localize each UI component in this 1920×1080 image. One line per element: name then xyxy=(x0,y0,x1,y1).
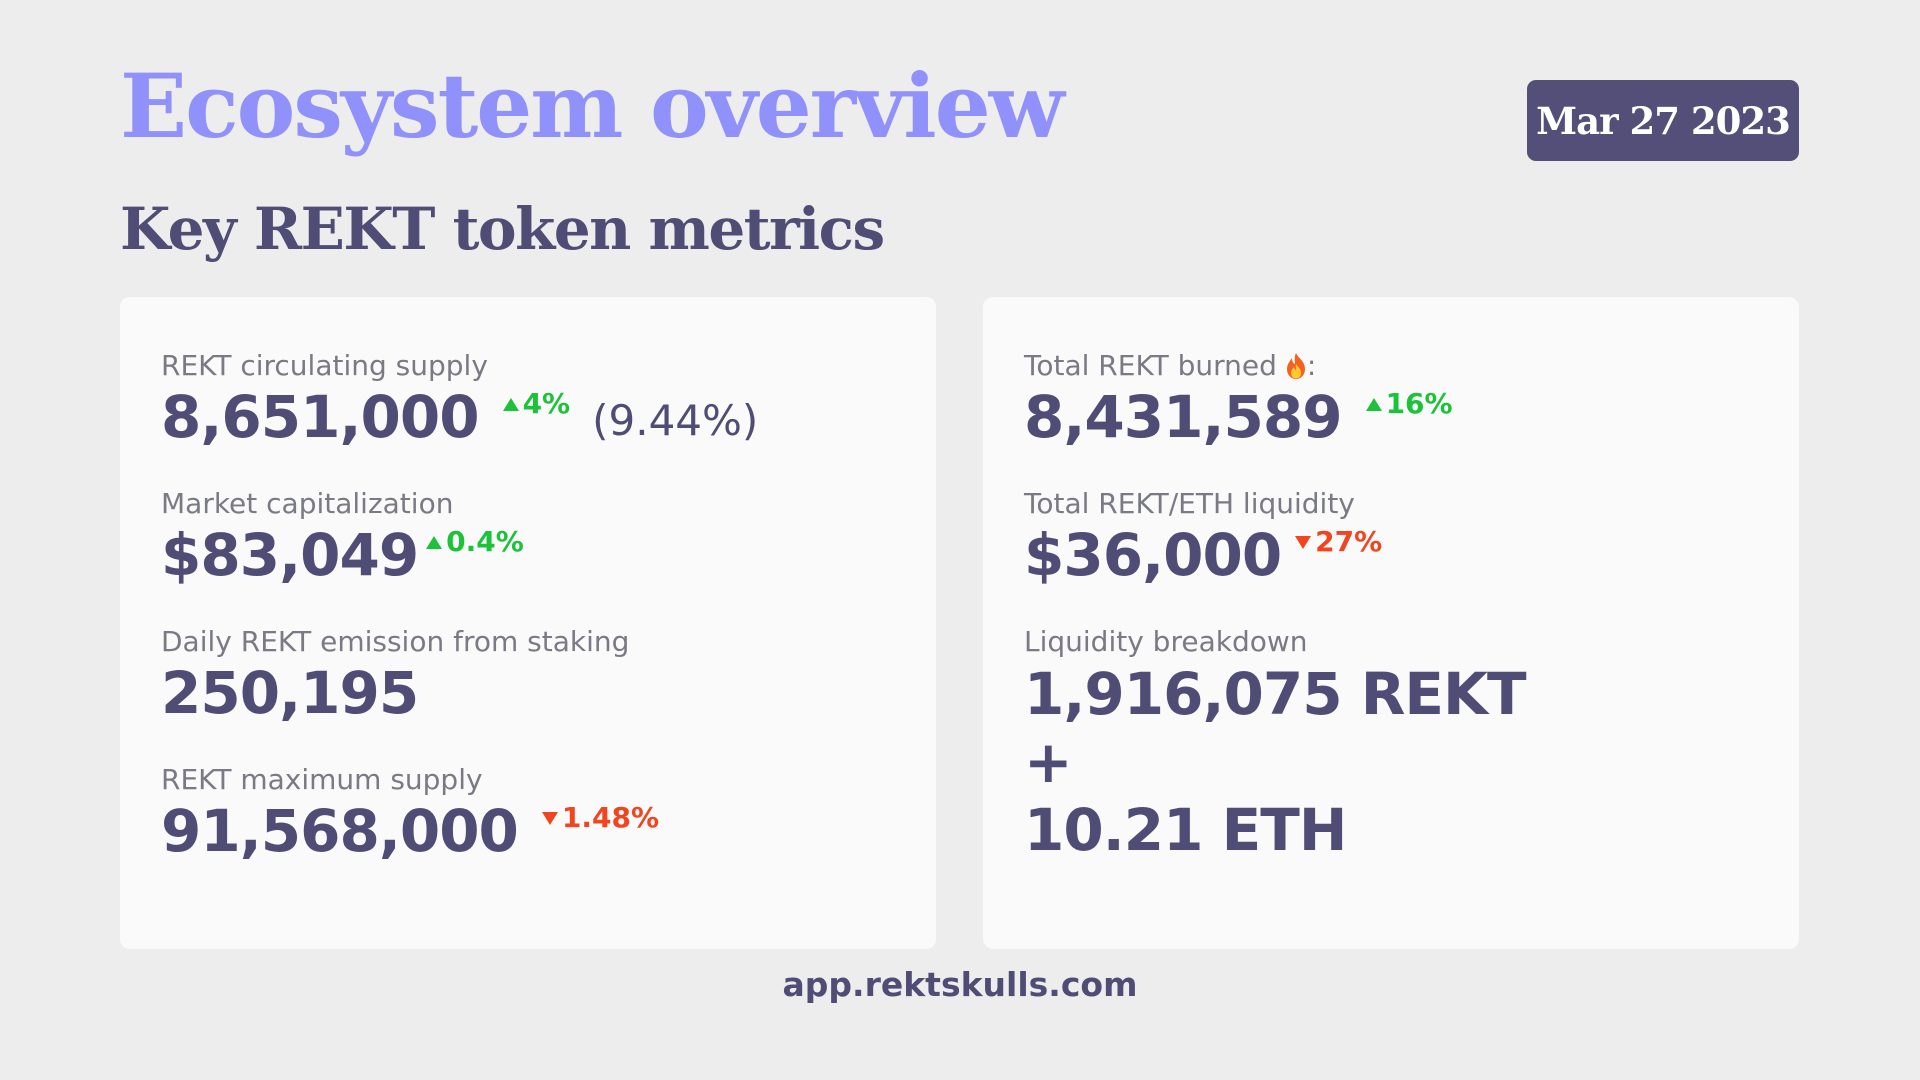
arrow-up-icon xyxy=(426,535,443,549)
metric-value: 8,431,589 xyxy=(1024,383,1343,451)
fire-icon xyxy=(1285,352,1307,380)
metric-value: 8,651,000 xyxy=(161,383,480,451)
supply-percentage: (9.44%) xyxy=(592,396,759,445)
metrics-card-right: Total REKT burned : 8,431,589 16% Total … xyxy=(983,297,1799,949)
metric-label: Market capitalization xyxy=(161,487,454,520)
change-value: 16% xyxy=(1385,387,1453,420)
change-indicator-down: 1.48% xyxy=(541,801,660,834)
page-title: Ecosystem overview xyxy=(120,54,1064,158)
metric-label: Total REKT burned : xyxy=(1024,352,1453,380)
breakdown-plus: + xyxy=(1024,728,1073,796)
metric-daily-emission: Daily REKT emission from staking 250,195 xyxy=(161,625,630,727)
metric-label-text: Total REKT burned xyxy=(1024,349,1277,382)
metric-value: 91,568,000 xyxy=(161,797,519,865)
footer-url: app.rektskulls.com xyxy=(782,965,1138,1004)
metric-value: $83,049 xyxy=(161,521,419,589)
metric-label: Liquidity breakdown xyxy=(1024,625,1308,658)
arrow-down-icon xyxy=(1295,535,1312,549)
arrow-up-icon xyxy=(502,397,519,411)
breakdown-eth: 10.21 ETH xyxy=(1024,796,1347,864)
change-indicator-up: 0.4% xyxy=(426,528,524,556)
change-indicator-up: 16% xyxy=(1365,387,1453,420)
metric-circulating-supply: REKT circulating supply 8,651,000 4% (9.… xyxy=(161,349,759,451)
change-value: 0.4% xyxy=(446,525,524,558)
metric-max-supply: REKT maximum supply 91,568,000 1.48% xyxy=(161,763,660,865)
change-value: 1.48% xyxy=(561,801,660,834)
metric-value: 250,195 xyxy=(161,659,419,727)
metric-value: $36,000 xyxy=(1024,521,1282,589)
section-title: Key REKT token metrics xyxy=(120,195,885,263)
arrow-up-icon xyxy=(1365,397,1382,411)
metrics-card-left: REKT circulating supply 8,651,000 4% (9.… xyxy=(120,297,936,949)
metric-label: Total REKT/ETH liquidity xyxy=(1024,487,1355,520)
metric-market-cap: Market capitalization $83,049 0.4% xyxy=(161,487,524,589)
metric-label: REKT maximum supply xyxy=(161,763,483,796)
arrow-down-icon xyxy=(541,811,558,825)
change-indicator-up: 4% xyxy=(502,387,571,420)
change-value: 4% xyxy=(522,387,571,420)
metric-liquidity: Total REKT/ETH liquidity $36,000 27% xyxy=(1024,487,1382,589)
breakdown-rekt: 1,916,075 REKT xyxy=(1024,660,1527,728)
date-badge: Mar 27 2023 xyxy=(1527,80,1799,161)
metric-label: Daily REKT emission from staking xyxy=(161,625,630,658)
metric-total-burned: Total REKT burned : 8,431,589 16% xyxy=(1024,352,1453,451)
change-value: 27% xyxy=(1315,525,1383,558)
metric-label: REKT circulating supply xyxy=(161,349,488,382)
metric-label-suffix: : xyxy=(1306,349,1317,382)
metric-liquidity-breakdown: Liquidity breakdown 1,916,075 REKT + 10.… xyxy=(1024,625,1527,865)
change-indicator-down: 27% xyxy=(1295,528,1382,556)
